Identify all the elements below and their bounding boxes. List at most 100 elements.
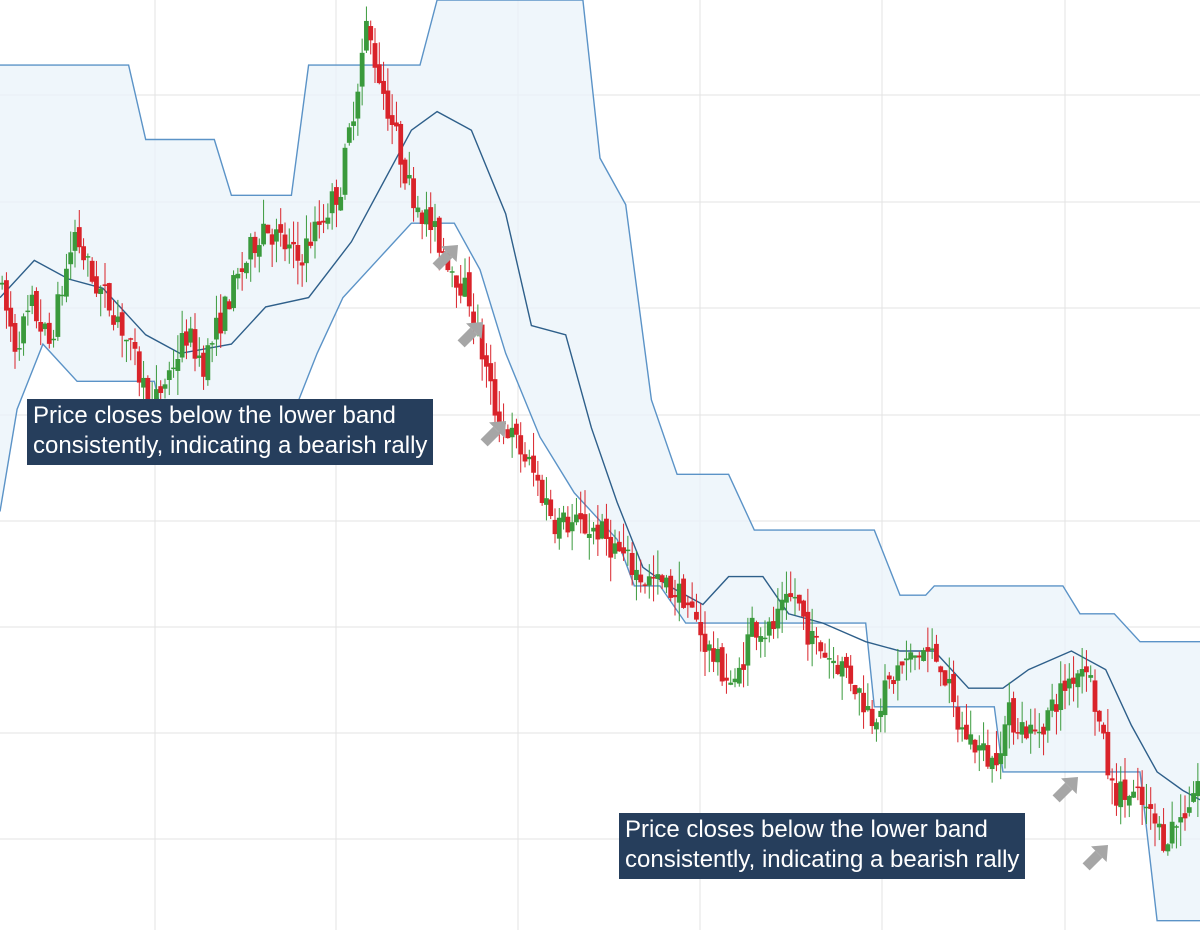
candle-body — [351, 121, 356, 126]
candle-body — [154, 389, 159, 400]
candle-body — [329, 191, 335, 214]
candle-body — [175, 359, 181, 371]
candle-body — [8, 307, 14, 327]
candle-body — [681, 578, 686, 608]
candle-body — [64, 268, 69, 297]
candle-body — [458, 283, 464, 296]
candle-body — [796, 594, 802, 604]
candle-body — [552, 519, 558, 535]
candle-body — [0, 282, 5, 285]
candle-body — [694, 611, 699, 620]
candle-body — [252, 236, 258, 254]
candle-body — [904, 658, 909, 661]
candle-body — [822, 652, 828, 658]
candle-body — [192, 329, 198, 359]
candle-body — [599, 521, 605, 539]
candle-body — [775, 608, 781, 629]
candle-body — [762, 637, 768, 640]
candle-body — [454, 275, 459, 288]
candle-body — [38, 321, 44, 332]
candle-body — [29, 294, 35, 306]
candle-body — [976, 745, 982, 751]
candle-body — [544, 498, 549, 505]
candle-body — [886, 675, 892, 680]
candle-body — [1122, 779, 1128, 800]
candle-body — [1058, 683, 1064, 711]
candle-body — [274, 229, 279, 242]
candle-body — [1182, 813, 1188, 819]
arrow-shaft — [480, 426, 501, 447]
candle-body — [518, 435, 524, 455]
candle-body — [304, 238, 309, 264]
candle-body — [321, 220, 326, 223]
candle-body — [981, 743, 986, 751]
candle-body — [85, 256, 91, 258]
candle-body — [244, 262, 249, 274]
candle-body — [899, 661, 905, 666]
annotation-callout-2: Price closes below the lower band consis… — [619, 813, 1026, 879]
annotation-arrow-icon — [432, 244, 459, 271]
candle-body — [145, 377, 151, 412]
candle-body — [111, 315, 116, 325]
candle-body — [749, 617, 755, 637]
candle-body — [25, 310, 31, 313]
middle-band-line — [0, 110, 1200, 801]
candle-body — [419, 212, 425, 224]
candle-body — [209, 343, 215, 345]
candle-body — [912, 655, 918, 658]
arrow-shaft — [1052, 782, 1073, 803]
candle-body — [638, 574, 644, 583]
candle-body — [852, 685, 858, 695]
candle-body — [124, 339, 129, 342]
candle-body — [59, 294, 65, 297]
candle-body — [1152, 813, 1158, 824]
candle-body — [629, 552, 635, 575]
candle-body — [235, 273, 241, 279]
candle-body — [496, 411, 502, 427]
candle-body — [441, 251, 446, 254]
candle-body — [655, 574, 661, 579]
candle-body — [586, 533, 592, 538]
candle-body — [51, 338, 56, 341]
candle-body — [1062, 680, 1068, 691]
candle-body — [1092, 680, 1098, 712]
candle-body — [424, 209, 429, 225]
annotation-arrows — [432, 244, 1109, 871]
annotation-line: consistently, indicating a bearish rally — [33, 432, 428, 459]
candle-body — [248, 236, 254, 260]
candle-body — [239, 268, 245, 273]
candle-body — [556, 517, 562, 539]
annotation-callout-1: Price closes below the lower band consis… — [27, 399, 434, 465]
candle-body — [432, 221, 438, 227]
candle-body — [604, 518, 609, 539]
candle-body — [964, 724, 969, 740]
candle-body — [106, 283, 112, 311]
candle-body — [184, 331, 189, 346]
annotation-arrow-icon — [457, 321, 484, 348]
candle-body — [1002, 724, 1008, 756]
candle-body — [801, 600, 806, 617]
candle-body — [1071, 677, 1076, 684]
candle-body — [1105, 731, 1111, 776]
candle-body — [46, 322, 52, 344]
candle-body — [1101, 724, 1106, 734]
candle-body — [1109, 778, 1115, 781]
candle-body — [1169, 821, 1175, 844]
candle-body — [68, 252, 74, 265]
candle-body — [561, 512, 566, 523]
candle-body — [839, 661, 845, 677]
candle-body — [179, 333, 185, 358]
candle-body — [921, 650, 926, 661]
arrow-head — [441, 244, 459, 262]
candle-body — [612, 543, 618, 554]
candle-body — [226, 301, 232, 310]
candle-body — [642, 584, 648, 586]
candle-body — [916, 655, 922, 658]
candle-body — [299, 262, 305, 266]
annotation-arrow-icon — [1052, 776, 1079, 803]
candle-body — [316, 221, 322, 225]
candle-body — [1174, 826, 1179, 828]
candle-body — [1049, 699, 1055, 711]
candle-body — [1032, 729, 1038, 732]
candle-body — [959, 727, 965, 730]
